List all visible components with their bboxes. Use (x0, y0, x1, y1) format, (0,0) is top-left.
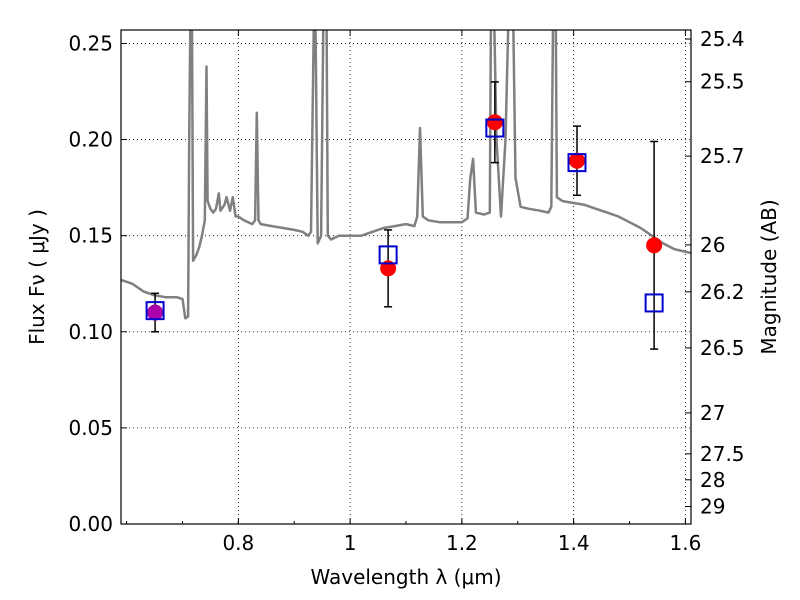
x-tick-label: 1.6 (670, 531, 702, 555)
right-tick-label: 27.5 (700, 442, 745, 466)
right-tick-label: 25.7 (700, 144, 745, 168)
model-point (644, 293, 664, 313)
model-point (567, 153, 587, 173)
markers (145, 114, 664, 321)
model-point (145, 301, 165, 321)
right-tick-label: 28 (700, 468, 725, 492)
right-tick-label: 26 (700, 233, 725, 257)
x-tick-label: 1.2 (446, 531, 478, 555)
x-tick-label: 1.4 (558, 531, 590, 555)
right-tick-label: 26.5 (700, 336, 745, 360)
y-tick-label: 0.15 (68, 224, 113, 248)
x-tick-label: 0.8 (222, 531, 254, 555)
y-axis-title: Flux Fν ( μJy ) (25, 209, 49, 345)
right-tick-label: 25.4 (700, 27, 745, 51)
right-tick-label: 29 (700, 495, 725, 519)
y-tick-label: 0.25 (68, 31, 113, 55)
y-tick-label: 0.10 (68, 320, 113, 344)
observed-point (646, 237, 663, 254)
right-tick-label: 27 (700, 401, 725, 425)
observed-point (486, 114, 503, 131)
model-point (485, 118, 505, 138)
right-axis-title: Magnitude (AB) (757, 199, 781, 354)
observed-point (147, 304, 164, 321)
y-tick-label: 0.05 (68, 416, 113, 440)
y-tick-label: 0.00 (68, 512, 113, 536)
right-tick-label: 25.5 (700, 70, 745, 94)
right-tick-label: 26.2 (700, 280, 745, 304)
plot-area (121, 30, 691, 524)
y-tick-label: 0.20 (68, 128, 113, 152)
observed-point (569, 152, 585, 169)
ticks: 0.8 1 1.2 1.4 1.6 0.00 0.05 0.10 0.15 0.20 0.25 25.… (68, 27, 744, 555)
spectrum-line (121, 30, 691, 320)
model-point (378, 245, 398, 265)
data-layer (121, 30, 691, 320)
x-axis-title: Wavelength λ (μm) (310, 565, 501, 589)
x-tick-label: 1 (344, 531, 357, 555)
